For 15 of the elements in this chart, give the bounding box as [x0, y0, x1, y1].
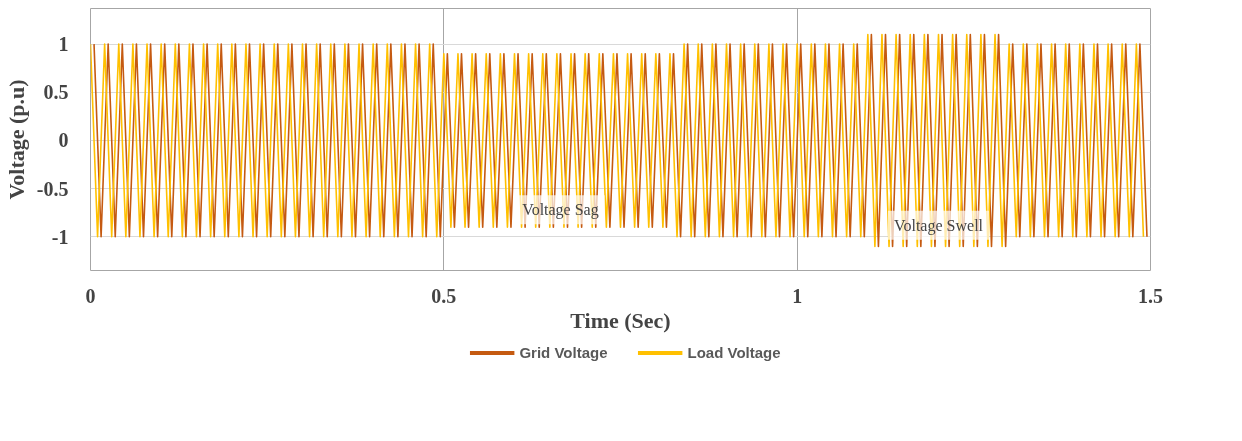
x-tick-label: 1: [792, 284, 803, 307]
y-tick-label: -1: [51, 225, 69, 248]
legend-label: Load Voltage: [687, 343, 781, 361]
y-tick-label: 0: [58, 129, 69, 152]
y-tick-label: -0.5: [36, 177, 69, 200]
legend-label: Grid Voltage: [519, 343, 608, 361]
y-tick-label: 0.5: [43, 81, 69, 104]
x-tick-label: 0.5: [431, 284, 457, 307]
y-tick-label: 1: [58, 33, 69, 56]
y-axis-title: Voltage (p.u): [3, 79, 29, 200]
annotation: Voltage Swell: [893, 216, 984, 235]
x-tick-label: 1.5: [1138, 284, 1163, 307]
x-axis-title: Time (Sec): [570, 307, 671, 333]
annotation: Voltage Sag: [522, 201, 599, 220]
x-tick-label: 0: [85, 284, 96, 307]
